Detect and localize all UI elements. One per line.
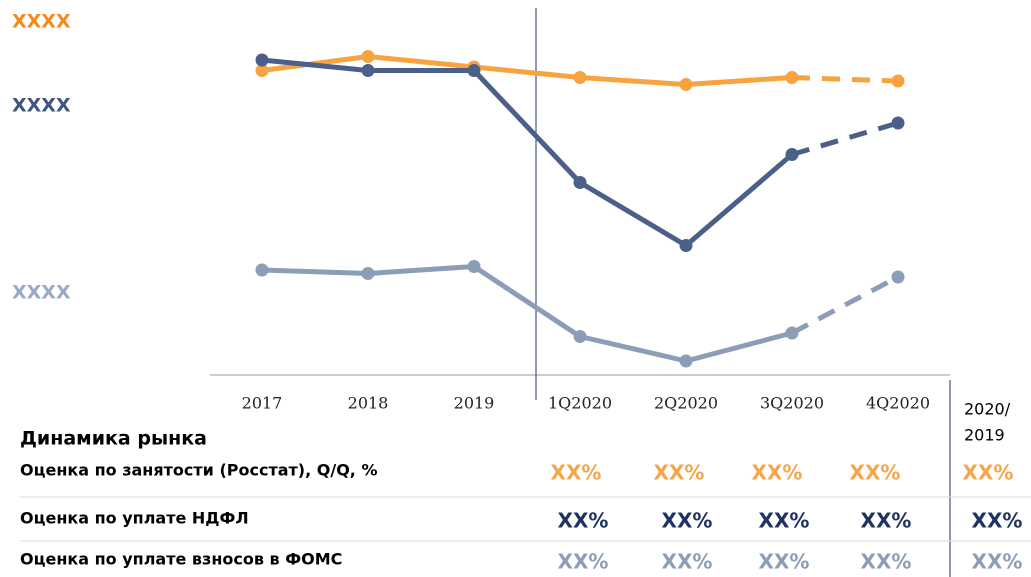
cell-value: XX% (972, 550, 1023, 574)
x-tick-label: 2017 (242, 394, 283, 413)
cell-value: XX% (662, 509, 713, 533)
series-label: XXXX (12, 95, 71, 117)
point (467, 260, 481, 273)
cell-value: XX% (662, 550, 713, 574)
cell-value: XX% (654, 461, 705, 485)
series-line (261, 57, 794, 248)
point (361, 50, 375, 63)
point (361, 267, 375, 280)
forecast-line (791, 75, 899, 84)
cell-value: XX% (861, 509, 912, 533)
point (891, 270, 905, 284)
point (785, 326, 799, 340)
column-header: 2020/ (964, 400, 1011, 419)
cell-value: XX% (972, 509, 1023, 533)
cell-value: XX% (551, 461, 602, 485)
point (891, 74, 905, 88)
x-tick-label: 1Q2020 (548, 394, 612, 413)
point (679, 78, 693, 91)
point (255, 263, 269, 277)
series-label: XXXX (12, 282, 71, 304)
point (255, 53, 269, 67)
column-header: 2019 (964, 426, 1005, 445)
cell-value: XX% (759, 509, 810, 533)
forecast-line (791, 120, 899, 157)
x-tick-label: 3Q2020 (760, 394, 824, 413)
row-label: Оценка по уплате НДФЛ (20, 509, 249, 528)
cell-value: XX% (850, 461, 901, 485)
x-tick-label: 2019 (454, 394, 495, 413)
cell-value: XX% (558, 509, 609, 533)
series-line (261, 264, 793, 364)
row-label: Оценка по занятости (Росстат), Q/Q, % (20, 461, 377, 480)
cell-value: XX% (558, 550, 609, 574)
point (467, 64, 481, 77)
x-tick-label: 2Q2020 (654, 394, 718, 413)
point (679, 239, 693, 252)
forecast-line (790, 274, 900, 336)
x-tick-label: 4Q2020 (866, 394, 930, 413)
point (891, 116, 905, 130)
point (573, 176, 587, 189)
point (361, 64, 375, 77)
table-title: Динамика рынка (20, 428, 207, 450)
cell-value: XX% (963, 461, 1014, 485)
row-label: Оценка по уплате взносов в ФОМС (20, 550, 342, 569)
point (785, 148, 799, 161)
point (573, 71, 587, 84)
x-tick-label: 2018 (348, 394, 389, 413)
cell-value: XX% (861, 550, 912, 574)
cell-value: XX% (752, 461, 803, 485)
series-label: XXXX (12, 11, 71, 33)
point (785, 71, 799, 84)
series-line (261, 54, 793, 87)
point (679, 354, 693, 368)
point (255, 64, 269, 77)
point (573, 330, 587, 343)
cell-value: XX% (759, 550, 810, 574)
